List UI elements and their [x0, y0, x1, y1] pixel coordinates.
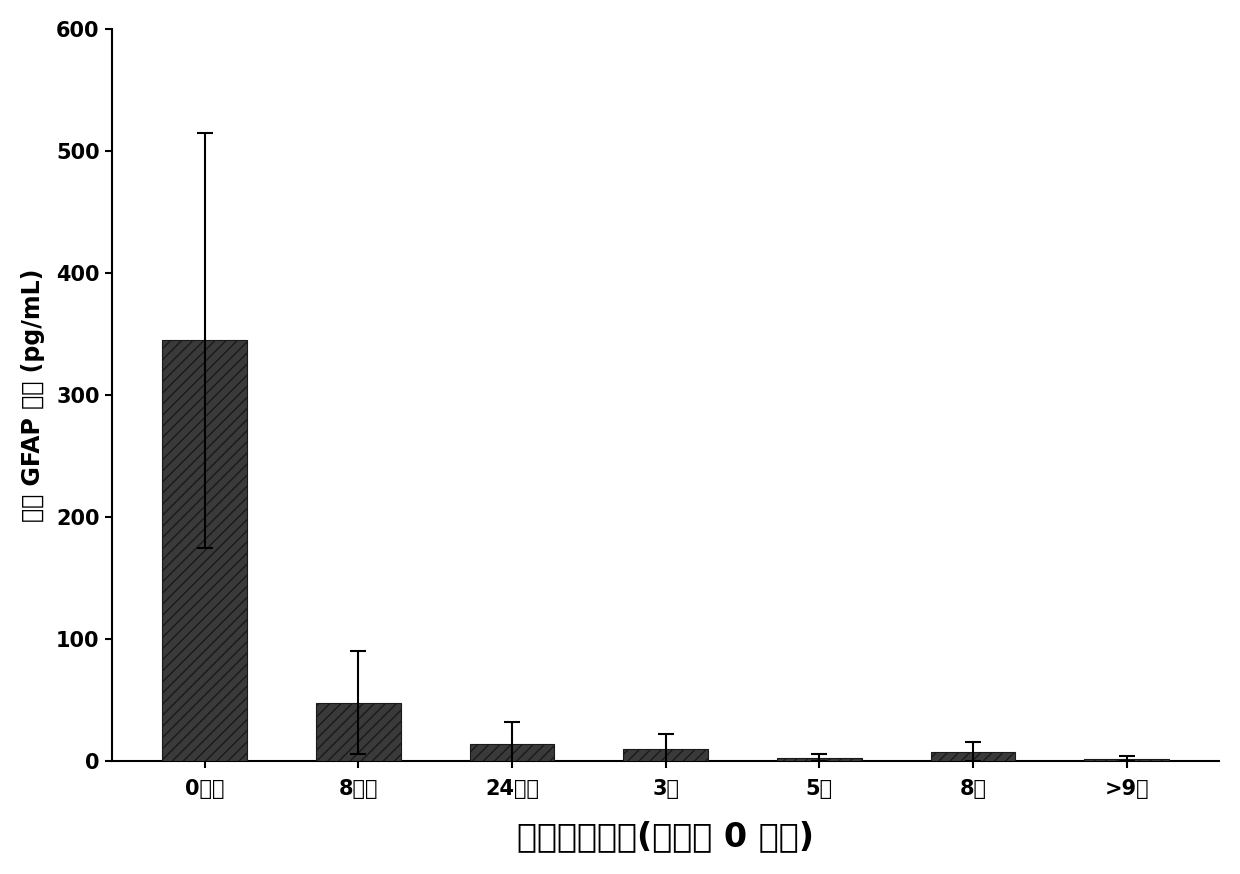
- Bar: [162, 340, 247, 761]
- Bar: [316, 703, 401, 761]
- Bar: [470, 744, 554, 761]
- Y-axis label: 血清 GFAP 浓度 (pg/mL): 血清 GFAP 浓度 (pg/mL): [21, 268, 45, 522]
- Bar: [624, 749, 708, 761]
- X-axis label: 样品采集时间(入院为 0 小时): 样品采集时间(入院为 0 小时): [517, 820, 815, 853]
- Bar: [1084, 759, 1169, 761]
- Bar: [931, 752, 1016, 761]
- Bar: [777, 758, 862, 761]
